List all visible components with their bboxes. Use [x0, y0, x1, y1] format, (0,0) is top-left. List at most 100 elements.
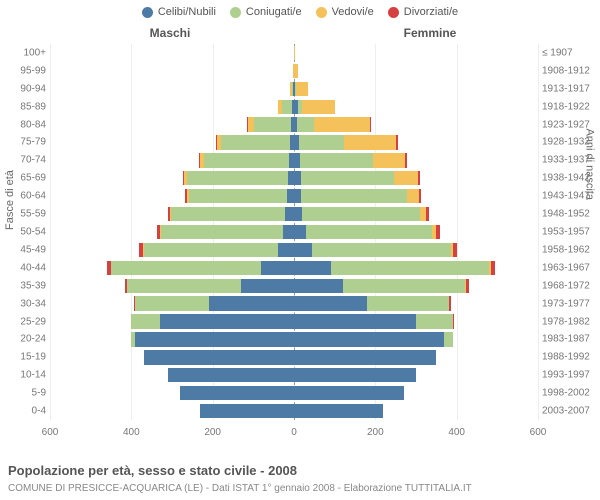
- bar-segment: [254, 117, 291, 131]
- bar-segment: [294, 261, 331, 275]
- column-headers: Maschi Femmine: [0, 26, 600, 40]
- birth-year-label: 1963-1967: [542, 262, 598, 273]
- bar-segment: [294, 368, 416, 382]
- bar: [157, 225, 294, 239]
- bar-segment: [294, 314, 416, 328]
- bar: [200, 404, 294, 418]
- legend-item: Divorziati/e: [388, 6, 458, 18]
- bar-segment: [111, 261, 261, 275]
- bar: [131, 314, 294, 328]
- age-row: 20-241983-1987: [50, 331, 538, 349]
- bar-segment: [312, 243, 450, 257]
- male-half: [50, 205, 294, 223]
- age-label: 75-79: [8, 137, 46, 148]
- bar-segment: [373, 153, 406, 167]
- male-half: [50, 402, 294, 420]
- bar-segment: [294, 207, 302, 221]
- bar-segment: [294, 279, 343, 293]
- bar: [294, 350, 436, 364]
- birth-year-label: 1998-2002: [542, 388, 598, 399]
- male-half: [50, 223, 294, 241]
- x-axis: 6004002000200400600: [50, 420, 538, 438]
- bar-segment: [444, 332, 452, 346]
- bar: [294, 207, 429, 221]
- birth-year-label: 1988-1992: [542, 352, 598, 363]
- age-label: 80-84: [8, 119, 46, 130]
- female-half: [294, 223, 538, 241]
- bar-segment: [394, 171, 418, 185]
- legend-item: Coniugati/e: [230, 6, 302, 18]
- birth-year-label: 1958-1962: [542, 244, 598, 255]
- birth-year-label: 1983-1987: [542, 334, 598, 345]
- bar-segment: [209, 296, 294, 310]
- bar-segment: [135, 332, 294, 346]
- age-label: 65-69: [8, 173, 46, 184]
- bar-segment: [294, 296, 367, 310]
- bar: [183, 171, 294, 185]
- birth-year-label: 1968-1972: [542, 280, 598, 291]
- female-half: [294, 366, 538, 384]
- bar-segment: [453, 314, 454, 328]
- bar: [294, 243, 457, 257]
- birth-year-label: ≤ 1907: [542, 47, 598, 58]
- bar: [144, 350, 294, 364]
- bar-segment: [466, 279, 469, 293]
- bar-segment: [283, 225, 294, 239]
- legend-swatch: [388, 7, 399, 18]
- bar-segment: [294, 64, 298, 78]
- bar-segment: [343, 279, 465, 293]
- age-row: 60-641943-1947: [50, 187, 538, 205]
- bar: [294, 225, 440, 239]
- age-label: 5-9: [8, 388, 46, 399]
- age-label: 40-44: [8, 262, 46, 273]
- bar-segment: [161, 225, 283, 239]
- male-half: [50, 98, 294, 116]
- bar: [168, 368, 294, 382]
- bar-segment: [418, 171, 420, 185]
- x-tick: 400: [448, 427, 465, 438]
- bar: [294, 117, 371, 131]
- bar-segment: [419, 189, 421, 203]
- female-half: [294, 402, 538, 420]
- age-label: 70-74: [8, 155, 46, 166]
- birth-year-label: 1928-1932: [542, 137, 598, 148]
- bar-segment: [294, 386, 404, 400]
- bar: [168, 207, 294, 221]
- bar: [294, 296, 451, 310]
- legend-swatch: [316, 7, 327, 18]
- bar: [294, 135, 398, 149]
- male-header: Maschi: [0, 26, 300, 40]
- age-label: 45-49: [8, 244, 46, 255]
- female-half: [294, 169, 538, 187]
- x-tick: 600: [530, 427, 547, 438]
- female-half: [294, 259, 538, 277]
- birth-year-label: 1953-1957: [542, 227, 598, 238]
- female-half: [294, 205, 538, 223]
- age-label: 95-99: [8, 65, 46, 76]
- legend-swatch: [230, 7, 241, 18]
- male-half: [50, 295, 294, 313]
- male-half: [50, 187, 294, 205]
- male-half: [50, 151, 294, 169]
- bar-segment: [297, 117, 313, 131]
- male-half: [50, 259, 294, 277]
- x-tick: 600: [42, 427, 59, 438]
- bar-segment: [294, 46, 295, 60]
- male-half: [50, 80, 294, 98]
- female-half: [294, 151, 538, 169]
- birth-year-label: 1948-1952: [542, 209, 598, 220]
- age-label: 100+: [8, 47, 46, 58]
- bar-segment: [300, 153, 373, 167]
- bar-segment: [131, 314, 159, 328]
- age-row: 80-841923-1927: [50, 116, 538, 134]
- bar-segment: [314, 117, 371, 131]
- birth-year-label: 1993-1997: [542, 370, 598, 381]
- female-half: [294, 187, 538, 205]
- bar: [131, 332, 294, 346]
- bar-segment: [344, 135, 397, 149]
- age-row: 10-141993-1997: [50, 366, 538, 384]
- bar: [247, 117, 294, 131]
- legend-label: Celibi/Nubili: [158, 6, 216, 18]
- legend-label: Vedovi/e: [332, 6, 374, 18]
- male-half: [50, 384, 294, 402]
